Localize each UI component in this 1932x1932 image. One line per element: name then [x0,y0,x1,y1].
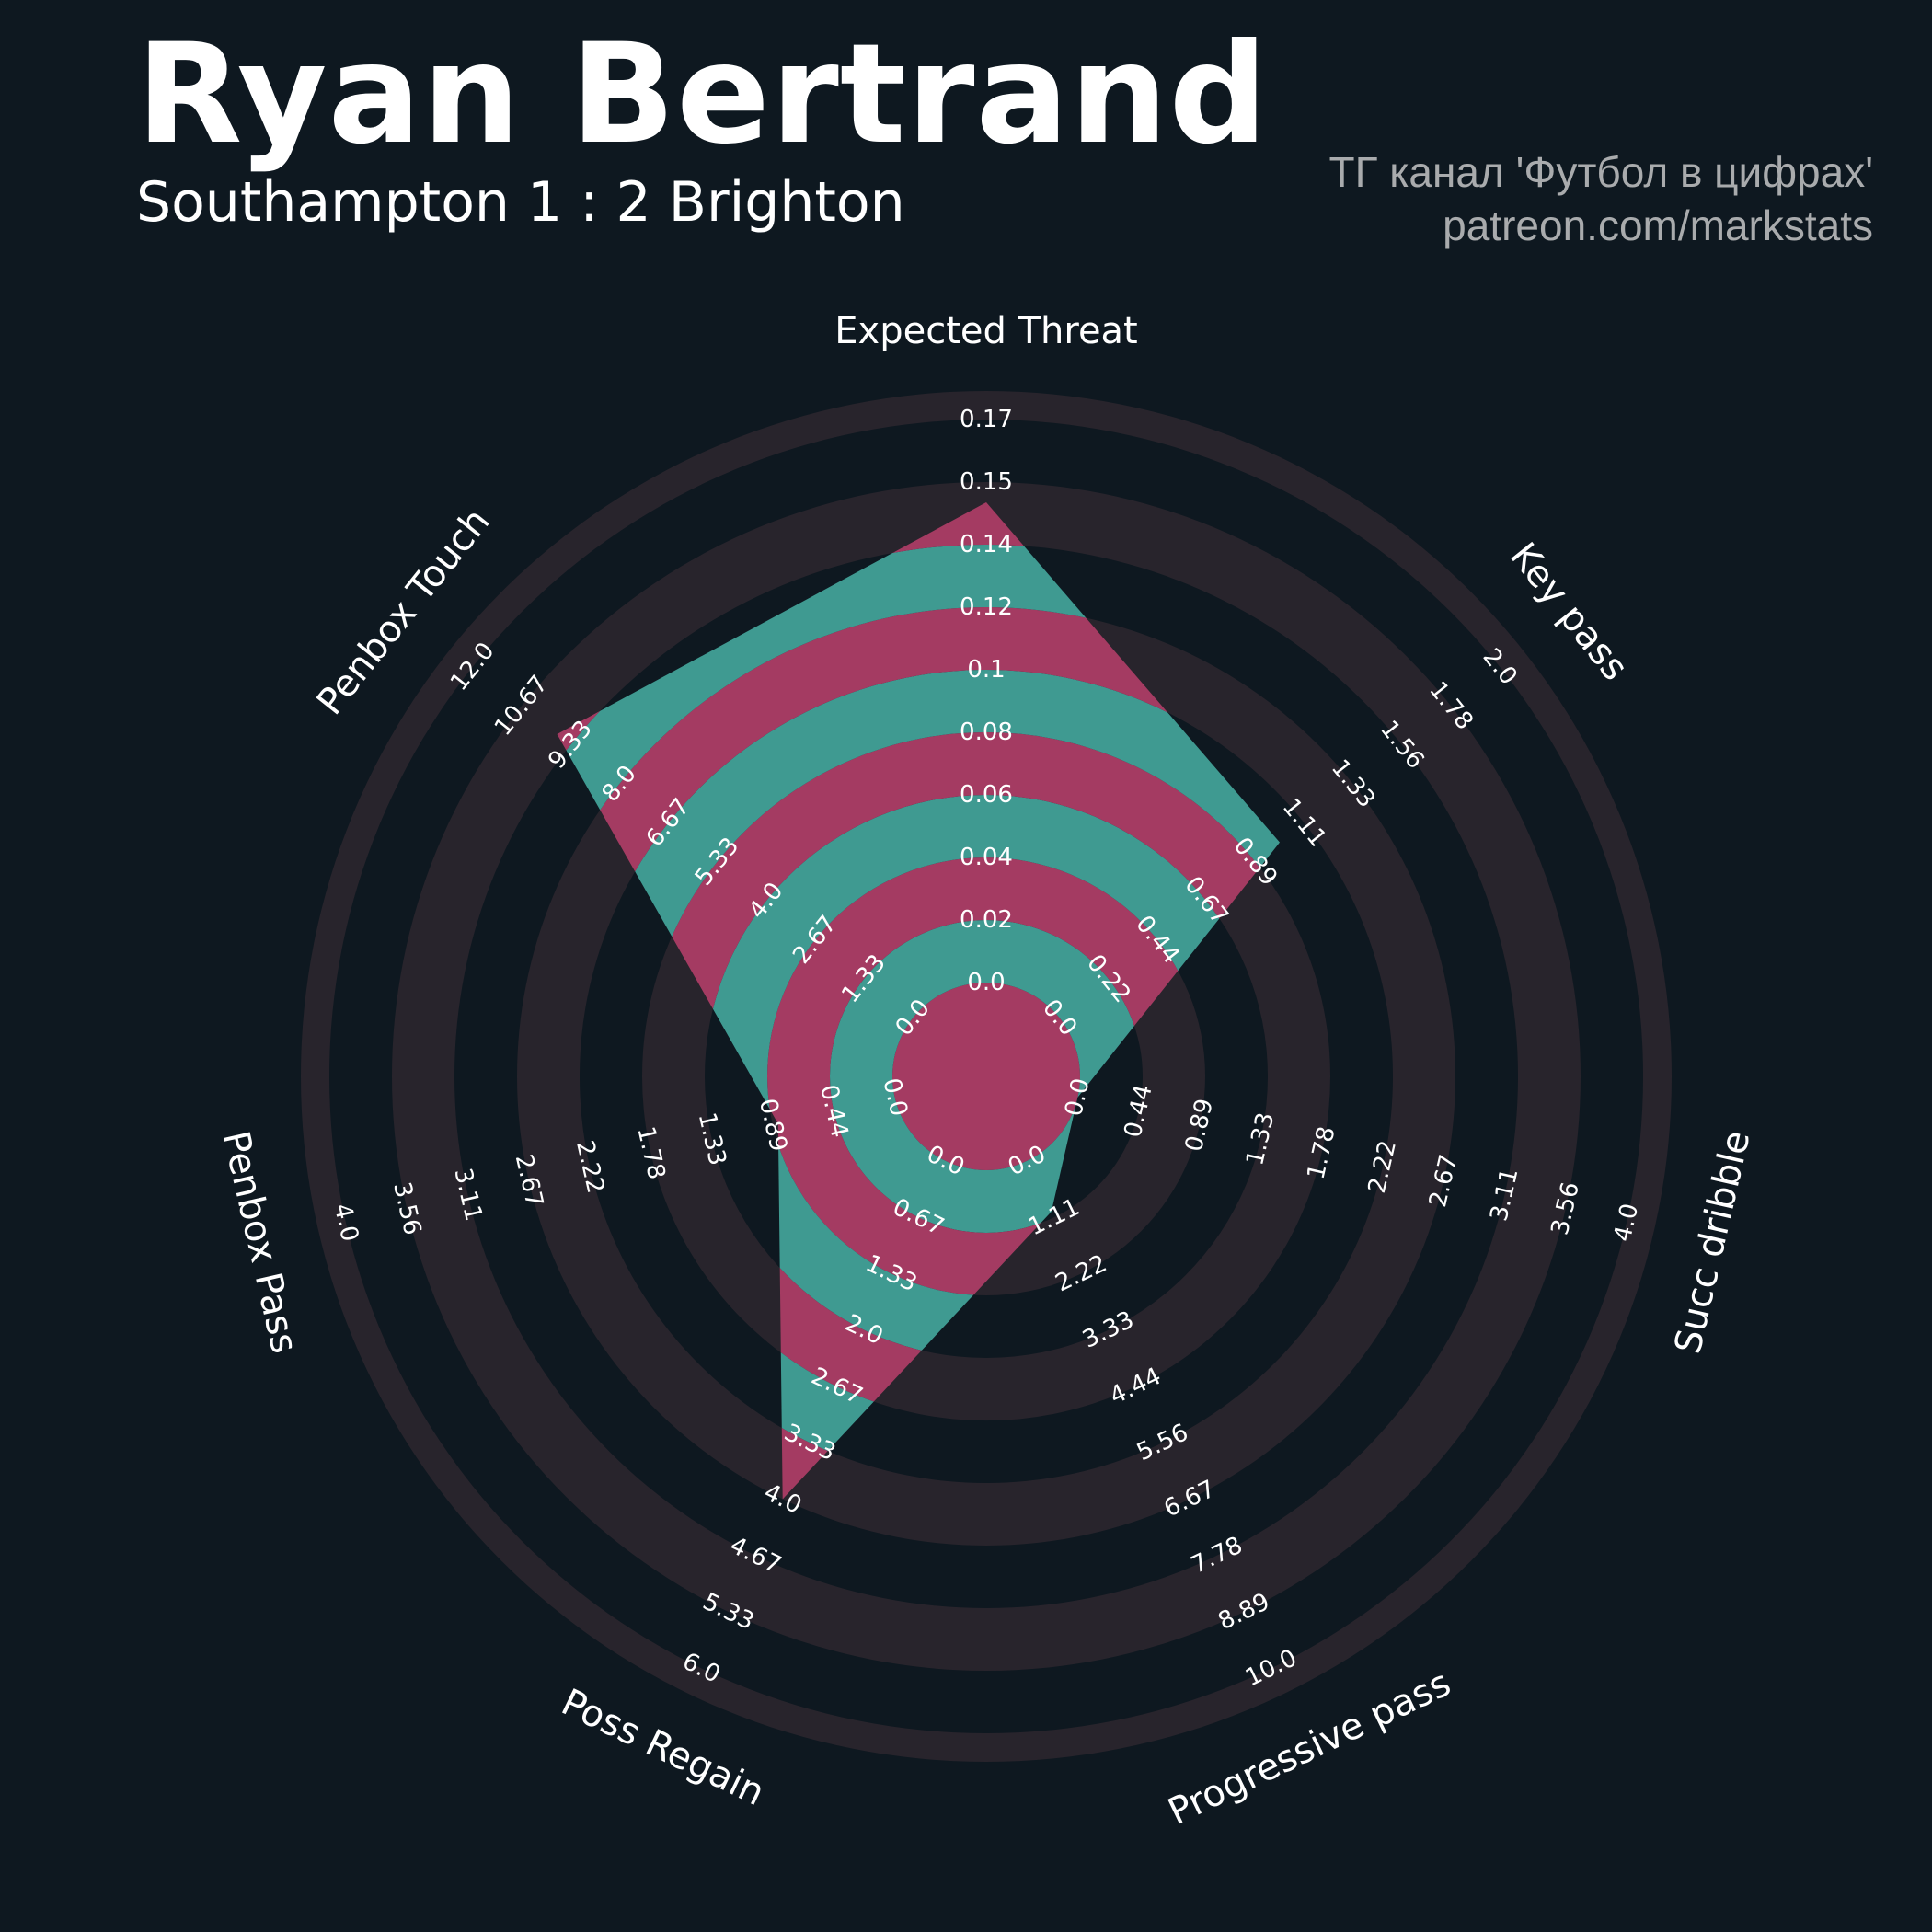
radar-tick-label: 0.06 [960,781,1013,809]
radar-param-label: Penbox Pass [213,1127,305,1357]
patreon-credit: patreon.com/markstats [1443,201,1873,249]
player-name-title: Ryan Bertrand [136,15,1269,175]
telegram-channel-credit: ТГ канал 'Футбол в цифрах' [1328,148,1873,196]
radar-tick-label: 0.02 [960,906,1013,934]
radar-param-label: Progressive pass [1162,1662,1457,1834]
radar-tick-label: 0.15 [960,468,1013,496]
radar-tick-label: 0.0 [967,969,1005,996]
radar-tick-label: 0.1 [967,656,1005,684]
radar-param-label: Expected Threat [834,310,1138,352]
data-fill-band [892,983,1080,1170]
radar-tick-label: 0.04 [960,844,1013,871]
match-score-subtitle: Southampton 1 : 2 Brighton [136,170,905,235]
radar-tick-label: 0.14 [960,531,1013,558]
radar-tick-label: 0.12 [960,593,1013,621]
radar-tick-label: 0.08 [960,719,1013,746]
radar-data-polygon [557,502,1280,1500]
radar-param-label: Succ dribble [1667,1127,1759,1358]
data-fill-band [830,920,1143,1233]
radar-tick-label: 0.17 [960,406,1013,433]
